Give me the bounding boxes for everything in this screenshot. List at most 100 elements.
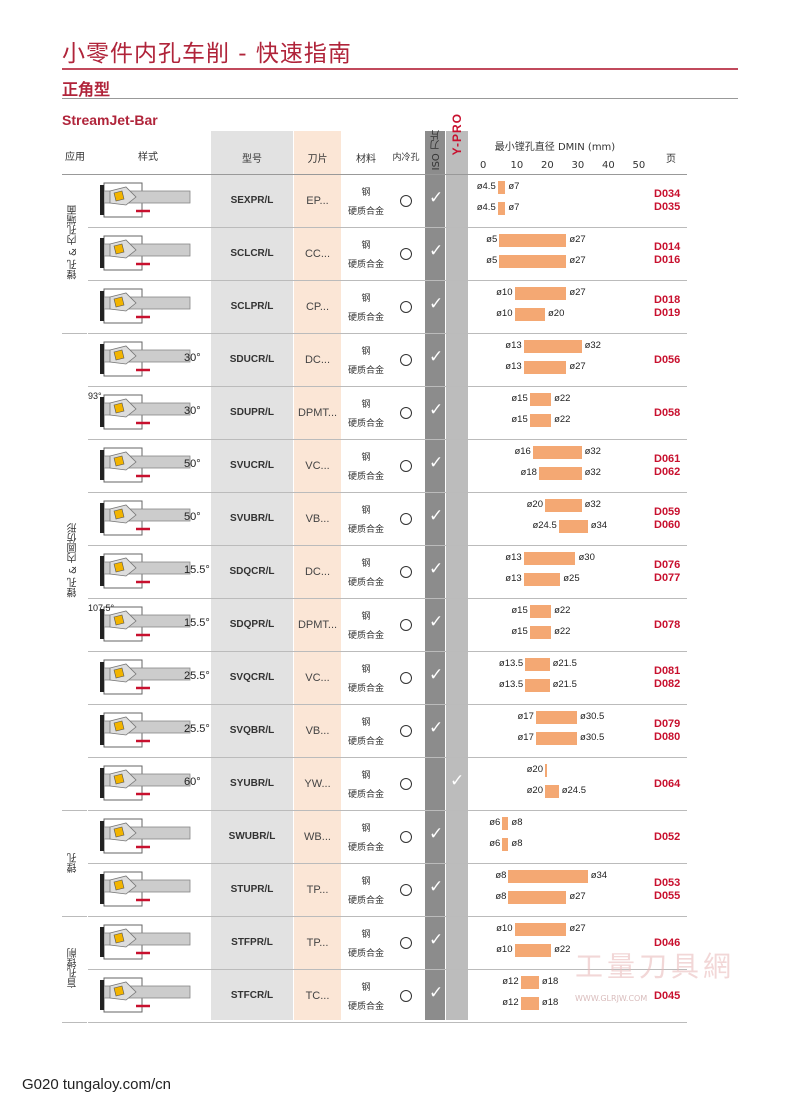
iso-check-icon: ✓ xyxy=(429,983,444,1003)
tool-sketch xyxy=(100,606,191,642)
lead-angle: 93° xyxy=(88,391,102,401)
tool-sketch xyxy=(100,500,191,536)
insert-type: DC... xyxy=(304,566,331,578)
dmin-min-label: ø17 xyxy=(517,711,534,722)
iso-check-icon: ✓ xyxy=(429,824,444,844)
dmin-bar xyxy=(508,870,588,883)
header-material: 材料 xyxy=(356,154,376,165)
dmin-max-label: ø18 xyxy=(541,976,559,987)
dmin-bar xyxy=(514,287,567,300)
dmin-max-label: ø24.5 xyxy=(561,785,587,796)
page-ref-item: D081 xyxy=(654,665,681,677)
page-reference: D046 xyxy=(654,937,680,950)
material-steel: 钢 xyxy=(361,347,371,357)
dmin-min-label: ø10 xyxy=(496,308,513,319)
coolant-through-icon xyxy=(400,248,412,260)
dmin-bar xyxy=(545,499,582,512)
model-code: SDUPR/L xyxy=(230,407,274,418)
page-reference: D052 xyxy=(654,831,680,844)
coolant-through-icon xyxy=(400,619,412,631)
dmin-bar xyxy=(508,891,567,904)
table-row: 25.5° SVQBR/L VB... 钢硬质合金 ✓ ø17 ø30.5 ø17 ø30.5 D… xyxy=(88,705,687,758)
dmin-max-label: ø34 xyxy=(590,870,608,881)
dmin-max-label: ø8 xyxy=(511,817,523,828)
dmin-min-label: ø15 xyxy=(511,605,528,616)
dmin-max-label: ø27 xyxy=(569,234,586,245)
dmin-bar xyxy=(529,626,552,639)
insert-type: DPMT... xyxy=(297,407,338,419)
model-code: STFPR/L xyxy=(231,937,273,948)
iso-check-icon: ✓ xyxy=(429,612,444,632)
cutting-angle: 25.5° xyxy=(184,670,210,682)
table-row: 50° SVUBR/L VB... 钢硬质合金 ✓ ø20 ø32 ø24.5 ø34 D059 D… xyxy=(88,493,687,546)
material-carbide: 硬质合金 xyxy=(347,578,384,588)
coolant-through-icon xyxy=(400,990,412,1002)
tool-sketch xyxy=(100,288,191,324)
coolant-through-icon xyxy=(400,884,412,896)
header-insert: 刀片 xyxy=(307,154,328,165)
model-column-bg xyxy=(211,131,293,1020)
cutting-angle: 60° xyxy=(184,776,201,788)
material-carbide: 硬质合金 xyxy=(347,790,384,800)
page-ref-item: D077 xyxy=(654,572,681,584)
dmin-max-label: ø27 xyxy=(569,255,586,266)
iso-check-icon: ✓ xyxy=(429,665,444,685)
material-steel: 钢 xyxy=(361,930,371,940)
header-dmin: 最小镗孔直径 DMIN (mm) xyxy=(494,142,616,153)
coolant-through-icon xyxy=(400,937,412,949)
tool-sketch xyxy=(100,447,191,483)
header-rule xyxy=(62,174,687,175)
dmin-max-label: ø27 xyxy=(569,287,586,298)
dmin-min-label: ø18 xyxy=(520,467,537,478)
table-row: STFCR/L TC... 钢硬质合金 ✓ ø12 ø18 ø12 ø18 D045 xyxy=(88,970,687,1023)
model-code: SYUBR/L xyxy=(230,778,274,789)
insert-type: DC... xyxy=(304,354,331,366)
table-row: 25.5° SVQCR/L VC... 钢硬质合金 ✓ ø13.5 ø21.5 ø13.5 ø2… xyxy=(88,652,687,705)
table-row: STFPR/L TP... 钢硬质合金 ✓ ø10 ø27 ø10 ø22 D046 xyxy=(88,917,687,970)
dmin-bar xyxy=(523,340,582,353)
insert-type: VB... xyxy=(305,513,330,525)
iso-check-icon: ✓ xyxy=(429,347,444,367)
section-subtitle: 正角型 xyxy=(62,80,111,99)
dmin-bar xyxy=(535,732,578,745)
iso-column-bg xyxy=(425,131,445,1020)
dmin-min-label: ø13.5 xyxy=(498,679,524,690)
subtitle-divider xyxy=(62,98,738,99)
page-ref-item: D018 xyxy=(654,294,681,306)
coolant-through-icon xyxy=(400,778,412,790)
dmin-min-label: ø15 xyxy=(511,626,528,637)
dmin-max-label: ø22 xyxy=(554,944,571,955)
footer: G020 tungaloy.com/cn xyxy=(22,1076,171,1093)
material-carbide: 硬质合金 xyxy=(347,684,384,694)
material-carbide: 硬质合金 xyxy=(347,737,384,747)
dmin-bar xyxy=(525,658,550,671)
dmin-bar xyxy=(502,838,509,851)
iso-check-icon: ✓ xyxy=(429,241,444,261)
model-code: STFCR/L xyxy=(230,990,274,1001)
dmin-max-label: ø22 xyxy=(554,414,571,425)
dmin-bar xyxy=(523,573,561,586)
application-group-label: 镗孔 & 内圆仿形 xyxy=(68,523,79,598)
dmin-bar xyxy=(532,446,582,459)
iso-check-icon: ✓ xyxy=(429,877,444,897)
application-group-divider xyxy=(62,916,87,917)
insert-column-bg xyxy=(294,131,341,1020)
application-group-label: 盲孔镗削 xyxy=(68,948,79,988)
cutting-angle: 15.5° xyxy=(184,617,210,629)
dmin-max-label: ø30 xyxy=(578,552,595,563)
tool-sketch xyxy=(100,394,191,430)
material-steel: 钢 xyxy=(361,612,371,622)
coolant-through-icon xyxy=(400,725,412,737)
dmin-max-label: ø27 xyxy=(569,923,586,934)
page-reference: D064 xyxy=(654,778,680,791)
dmin-min-label: ø13 xyxy=(505,573,522,584)
tool-sketch xyxy=(100,818,191,854)
dmin-min-label: ø8 xyxy=(495,870,507,881)
iso-check-icon: ✓ xyxy=(429,188,444,208)
dmin-bar xyxy=(525,679,550,692)
header-application: 应用 xyxy=(65,152,85,163)
dmin-min-label: ø24.5 xyxy=(532,520,557,531)
dmin-bar xyxy=(523,552,576,565)
tool-sketch xyxy=(100,182,191,218)
page-ref-item: D076 xyxy=(654,559,681,571)
